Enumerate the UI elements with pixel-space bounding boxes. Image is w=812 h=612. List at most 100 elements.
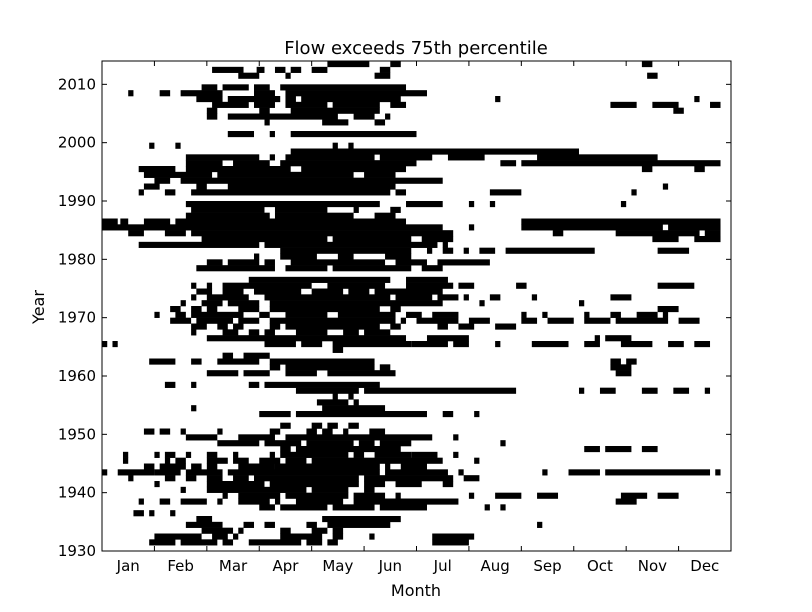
exceedance-segment	[306, 428, 317, 435]
exceedance-segment	[379, 504, 427, 511]
exceedance-segment	[463, 475, 480, 482]
exceedance-segment	[542, 469, 548, 476]
exceedance-segment	[406, 311, 422, 318]
exceedance-segment	[274, 66, 286, 73]
exceedance-segment	[175, 311, 186, 318]
exceedance-segment	[374, 212, 396, 219]
exceedance-segment	[217, 498, 223, 505]
exceedance-segment	[421, 236, 454, 243]
exceedance-segment	[196, 183, 207, 190]
exceedance-segment	[620, 201, 627, 208]
exceedance-segment	[243, 370, 270, 377]
exceedance-segment	[416, 148, 579, 155]
exceedance-segment	[212, 533, 228, 540]
exceedance-segment	[164, 189, 176, 196]
exceedance-segment	[269, 131, 275, 138]
exceedance-segment	[657, 282, 695, 289]
exceedance-segment	[191, 306, 202, 313]
exceedance-segment	[185, 434, 218, 441]
y-tick-label: 1950	[58, 425, 96, 443]
exceedance-segment	[248, 539, 302, 546]
exceedance-segment	[154, 481, 160, 488]
exceedance-segment	[295, 498, 344, 505]
exceedance-segment	[185, 451, 192, 458]
exceedance-segment	[154, 533, 202, 540]
exceedance-segment	[206, 475, 223, 482]
exceedance-segment	[180, 300, 186, 307]
exceedance-segment	[474, 457, 480, 464]
exceedance-segment	[301, 96, 401, 103]
exceedance-segment	[227, 469, 380, 476]
exceedance-segment	[238, 498, 270, 505]
exceedance-segment	[353, 498, 459, 505]
exceedance-segment	[259, 107, 270, 114]
exceedance-segment	[704, 387, 711, 394]
exceedance-segment	[122, 457, 129, 464]
exceedance-segment	[159, 428, 171, 435]
exceedance-segment	[238, 306, 260, 313]
exceedance-segment	[248, 329, 260, 336]
exceedance-segment	[269, 154, 275, 161]
exceedance-segment	[631, 189, 637, 196]
exceedance-segment	[254, 475, 359, 482]
exceedance-segment	[290, 131, 417, 138]
exceedance-segment	[353, 492, 386, 499]
exceedance-segment	[280, 446, 291, 453]
exceedance-segment	[641, 166, 653, 173]
exceedance-segment	[390, 101, 407, 108]
exceedance-segment	[128, 475, 134, 482]
exceedance-segment	[678, 317, 700, 324]
exceedance-segment	[704, 230, 721, 237]
exceedance-segment	[657, 306, 679, 313]
exceedance-segment	[269, 364, 281, 371]
y-tick-label: 2000	[58, 134, 96, 152]
y-tick-label: 2010	[58, 75, 96, 93]
exceedance-segment	[332, 142, 338, 149]
exceedance-segment	[668, 224, 721, 231]
y-tick-label: 1990	[58, 192, 96, 210]
exceedance-segment	[170, 306, 181, 313]
y-axis-label: Year	[29, 290, 48, 325]
exceedance-segment	[280, 527, 291, 534]
exceedance-segment	[479, 300, 485, 307]
exceedance-segment	[516, 282, 527, 289]
exceedance-segment	[206, 370, 239, 377]
exceedance-segment	[636, 311, 658, 318]
exceedance-segment	[175, 218, 407, 225]
exceedance-segment	[285, 364, 375, 371]
exceedance-segment	[180, 177, 443, 184]
exceedance-segment	[358, 440, 375, 447]
x-tick-label: May	[322, 557, 353, 575]
exceedance-segment	[647, 72, 658, 79]
exceedance-segment	[406, 282, 454, 289]
exceedance-segment	[206, 457, 228, 464]
exceedance-segment	[233, 160, 270, 167]
exceedance-segment	[332, 341, 412, 348]
x-tick-label: Feb	[167, 557, 194, 575]
exceedance-segment	[149, 142, 155, 149]
exceedance-segment	[641, 61, 653, 68]
exceedance-segment	[290, 107, 380, 114]
chart-title: Flow exceeds 75th percentile	[284, 38, 548, 59]
x-axis-label: Month	[391, 581, 441, 600]
exceedance-segment	[233, 533, 239, 540]
exceedance-segment	[531, 341, 569, 348]
exceedance-segment	[280, 84, 407, 91]
exceedance-segment	[416, 317, 459, 324]
exceedance-segment	[185, 475, 197, 482]
exceedance-segment	[102, 469, 108, 476]
exceedance-segment	[390, 306, 401, 313]
exceedance-segment	[311, 527, 328, 534]
x-tick-label: Mar	[219, 557, 248, 575]
x-tick-label: Jan	[116, 557, 140, 575]
exceedance-segment	[154, 451, 160, 458]
exceedance-segment	[102, 341, 108, 348]
exceedance-segment	[164, 451, 176, 458]
exceedance-segment	[657, 247, 690, 254]
exceedance-segment	[138, 166, 176, 173]
exceedance-segment	[122, 451, 129, 458]
exceedance-segment	[673, 387, 690, 394]
exceedance-segment	[180, 486, 186, 493]
exceedance-segment	[437, 259, 490, 266]
exceedance-segment	[196, 96, 223, 103]
